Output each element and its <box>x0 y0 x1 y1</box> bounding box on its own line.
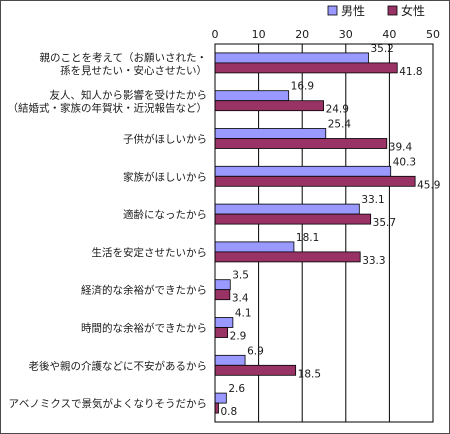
female-value-label: 24.9 <box>326 104 349 116</box>
category-label: 経済的な余裕ができたから <box>81 284 207 297</box>
male-value-label: 35.2 <box>370 43 393 55</box>
male-bar <box>214 354 246 366</box>
category-label: アベノミクスで景気がよくなりそうだから <box>9 397 207 410</box>
female-value-label: 45.9 <box>417 179 440 191</box>
legend-swatch-1 <box>327 5 338 16</box>
male-bar <box>214 52 369 64</box>
female-bar <box>214 100 324 112</box>
male-bar <box>214 203 360 215</box>
category-label: 親のことを考えて（お願いされた・ <box>40 51 207 64</box>
male-value-label: 6.9 <box>247 345 264 357</box>
legend-label-2: 女性 <box>401 3 425 18</box>
category-label: 家族がほしいから <box>123 170 207 183</box>
male-value-label: 18.1 <box>296 232 319 244</box>
male-value-label: 33.1 <box>361 194 384 206</box>
female-bar <box>214 402 219 414</box>
male-value-label: 40.3 <box>393 156 416 168</box>
category-label: 時間的な余裕ができたから <box>81 322 207 335</box>
male-bar <box>214 165 392 177</box>
male-bar <box>214 90 290 102</box>
male-bar <box>214 317 234 328</box>
x-tick-label: 30 <box>339 28 353 41</box>
female-bar <box>214 213 372 225</box>
female-value-label: 33.3 <box>362 255 385 267</box>
female-value-label: 39.4 <box>389 142 413 154</box>
category-label: 生活を安定させたいから <box>92 246 208 259</box>
legend-swatch-2 <box>387 5 398 16</box>
legend-label-1: 男性 <box>341 4 365 18</box>
category-label: 孫を見せたい・安心させたい） <box>60 64 207 77</box>
male-bar <box>214 279 231 291</box>
female-bar <box>214 138 388 149</box>
female-bar <box>214 175 416 187</box>
male-value-label: 25.4 <box>328 119 352 131</box>
female-bar <box>214 327 229 338</box>
female-bar <box>214 364 297 376</box>
female-bar <box>214 251 361 263</box>
x-tick-label: 20 <box>295 28 309 41</box>
female-bar <box>214 289 231 301</box>
male-bar <box>214 392 227 404</box>
category-label: 子供がほしいから <box>123 133 207 146</box>
male-bar <box>214 241 295 253</box>
female-bar <box>214 62 398 74</box>
female-value-label: 0.8 <box>220 406 237 418</box>
male-value-label: 4.1 <box>235 308 252 320</box>
x-tick-label: 40 <box>382 28 396 41</box>
x-tick-label: 50 <box>426 28 440 41</box>
x-tick-label: 0 <box>212 28 219 41</box>
male-bar <box>214 128 327 139</box>
category-label: 適齢になったから <box>123 208 207 221</box>
category-label: 老後や親の介護などに不安があるから <box>29 359 208 372</box>
plot-area-border <box>214 43 434 423</box>
female-value-label: 3.4 <box>232 293 249 305</box>
category-label: 友人、知人から影響を受けたから <box>50 89 208 102</box>
male-value-label: 2.6 <box>228 383 245 395</box>
female-value-label: 35.7 <box>373 217 396 229</box>
male-value-label: 16.9 <box>291 81 314 93</box>
female-value-label: 41.8 <box>399 66 422 78</box>
female-value-label: 2.9 <box>230 331 247 343</box>
male-value-label: 3.5 <box>232 270 249 282</box>
female-value-label: 18.5 <box>298 368 321 380</box>
x-tick-label: 10 <box>252 28 266 41</box>
category-label: （結婚式・家族の年賀状・近況報告など） <box>8 102 208 115</box>
